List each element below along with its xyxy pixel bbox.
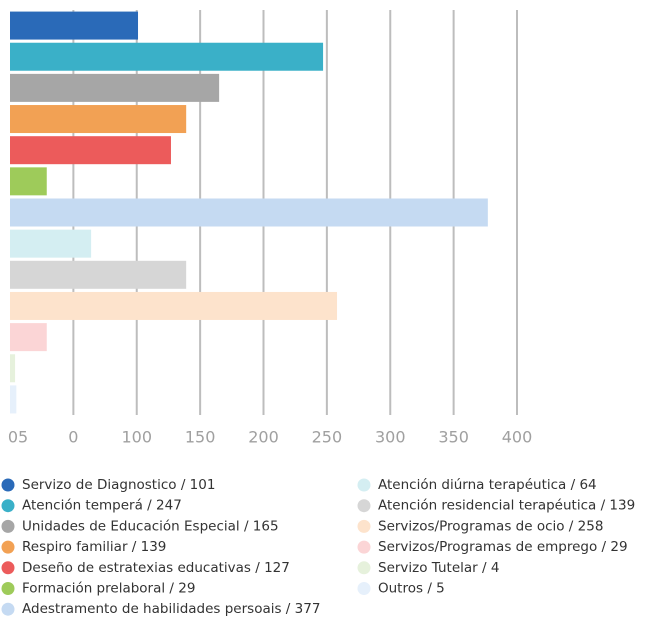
x-tick-label: 0: [68, 428, 78, 447]
legend-swatch: [1, 519, 15, 533]
bar: [10, 229, 92, 258]
bar: [10, 291, 338, 320]
x-tick-label: 150: [185, 428, 216, 447]
legend-label: Atención residencial terapéutica / 139: [378, 498, 635, 514]
bar: [10, 136, 171, 165]
legend-label: Unidades de Educación Especial / 165: [22, 518, 279, 534]
legend-label: Atención diúrna terapéutica / 64: [378, 477, 597, 493]
bar: [10, 11, 139, 40]
x-tick-label: 200: [248, 428, 279, 447]
legend-label: Respiro familiar / 139: [22, 539, 166, 555]
legend-swatch: [1, 561, 15, 575]
bar: [10, 198, 488, 227]
x-tick-label: 250: [312, 428, 343, 447]
bar: [10, 354, 16, 383]
legend-swatch: [1, 540, 15, 554]
legend-swatch: [357, 478, 371, 492]
legend-label: Formación prelaboral / 29: [22, 581, 195, 597]
legend-swatch: [357, 540, 371, 554]
legend-label: Atención temperá / 247: [22, 498, 182, 514]
legend-swatch: [1, 602, 15, 616]
x-tick-label: 400: [502, 428, 533, 447]
legend-swatch: [1, 478, 15, 492]
x-tick-label: 300: [375, 428, 406, 447]
legend-label: Deseño de estratexias educativas / 127: [22, 560, 290, 576]
legend-swatch: [357, 582, 371, 595]
legend-label: Servizo Tutelar / 4: [378, 560, 499, 576]
bar: [10, 385, 17, 414]
legend-swatch: [357, 561, 371, 575]
x-tick-label: 05: [8, 428, 28, 447]
bar: [10, 167, 47, 196]
legend-label: Outros / 5: [378, 581, 445, 597]
legend-swatch: [1, 499, 15, 513]
legend-label: Servizos/Programas de ocio / 258: [378, 518, 603, 534]
bar: [10, 42, 324, 71]
x-tick-label: 350: [438, 428, 469, 447]
legend-swatch: [357, 499, 371, 513]
bar: [10, 260, 187, 289]
legend-label: Servizos/Programas de emprego / 29: [378, 539, 628, 555]
bar: [10, 105, 187, 134]
legend-label: Servizo de Diagnostico / 101: [22, 477, 215, 493]
legend-swatch: [357, 519, 371, 533]
x-tick-label: 100: [121, 428, 152, 447]
bar: [10, 73, 220, 102]
legend-swatch: [1, 582, 15, 595]
legend-label: Adestramento de habilidades persoais / 3…: [22, 601, 320, 617]
bar: [10, 323, 47, 352]
